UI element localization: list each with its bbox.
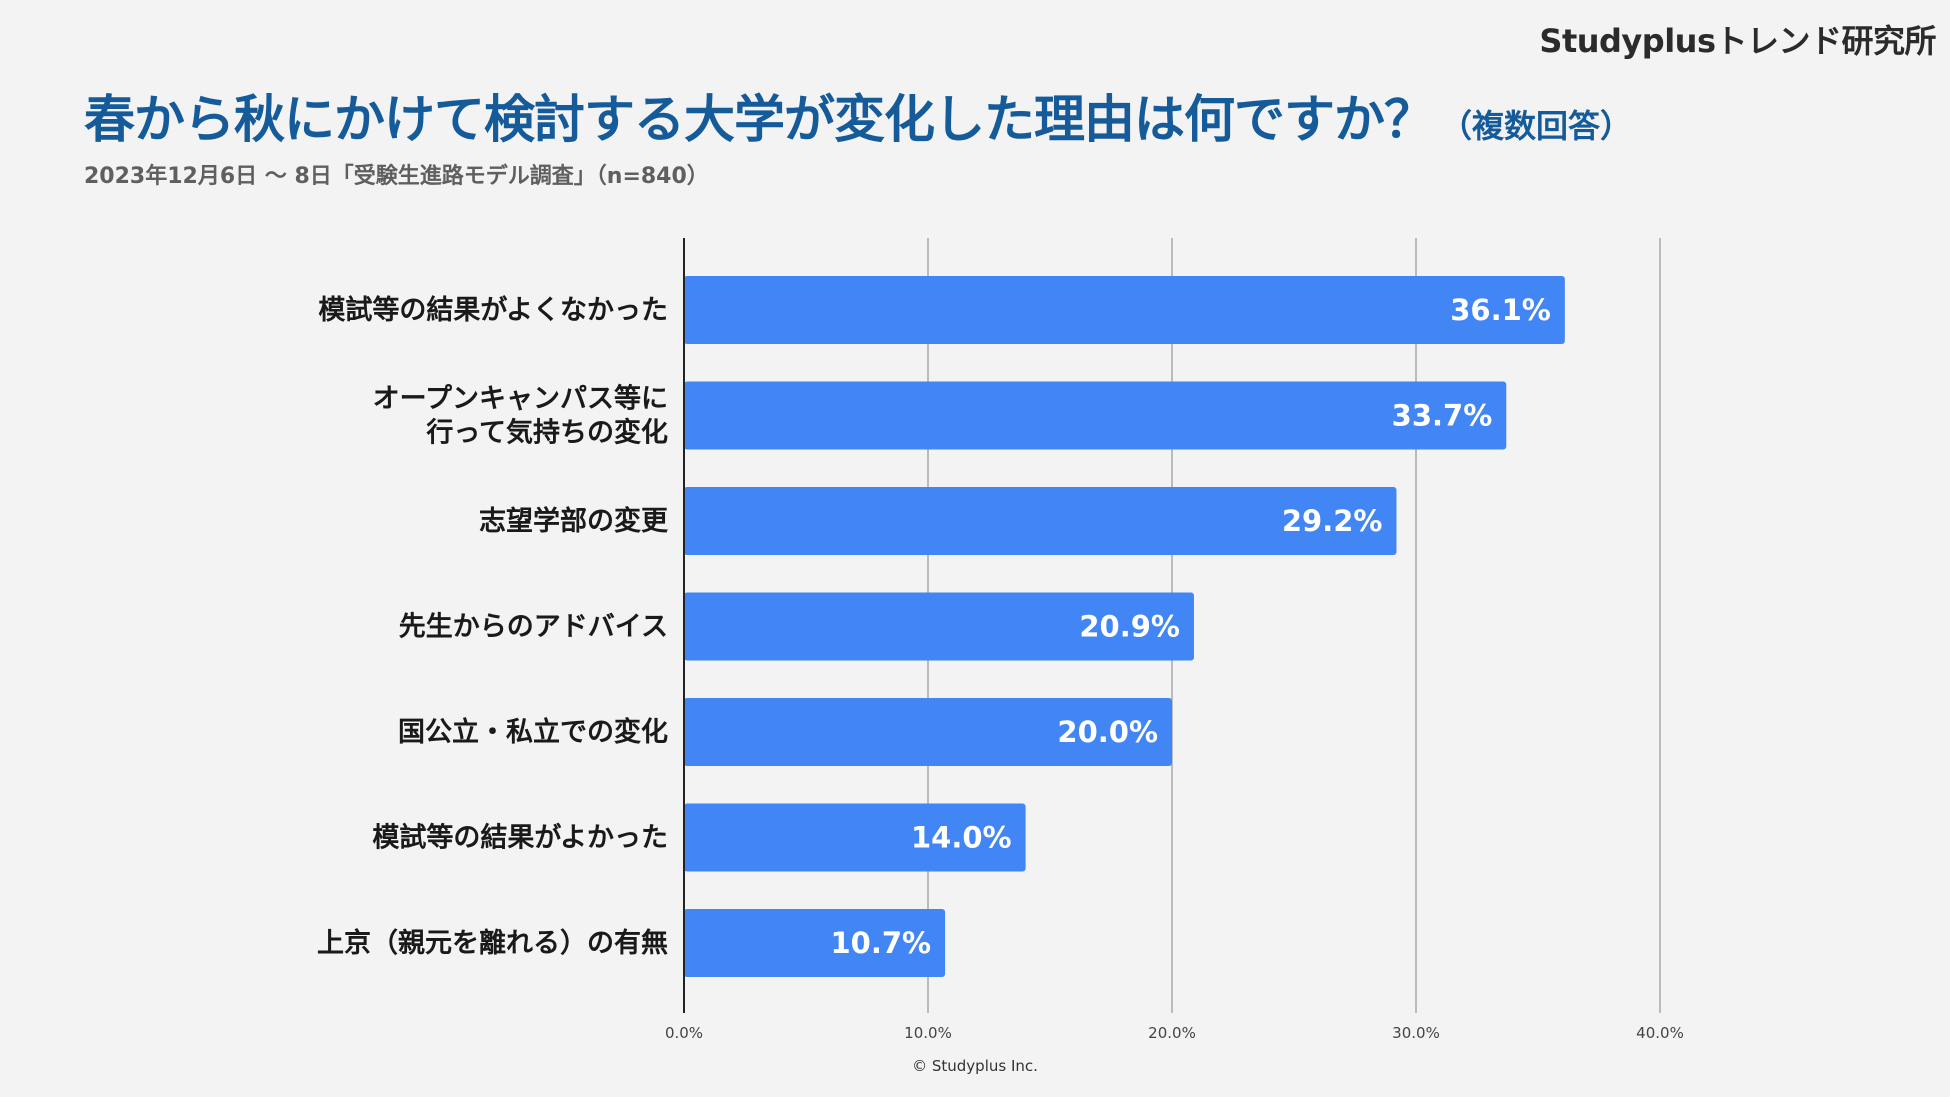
category-label: オープンキャンパス等に [373, 383, 668, 415]
bar [684, 592, 1194, 661]
value-label: 14.0% [911, 821, 1012, 855]
category-label: 模試等の結果がよくなかった [318, 294, 668, 326]
value-label: 29.2% [1282, 504, 1383, 538]
chart-title: 春から秋にかけて検討する大学が変化した理由は何ですか？ [84, 91, 1435, 150]
category-label: 模試等の結果がよかった [372, 822, 668, 854]
category-label: 先生からのアドバイス [399, 612, 668, 643]
bar [684, 276, 1565, 344]
tick-label: 30.0% [1392, 1024, 1440, 1042]
bars: 36.1% 33.7% 29.2% 20.9% 20.0% 14.0% 10.7% [684, 276, 1565, 977]
category-labels: 模試等の結果がよくなかったオープンキャンパス等に行って気持ちの変化志望学部の変更… [317, 294, 669, 959]
bar [684, 909, 946, 977]
copyright-notice: © Studyplus Inc. [912, 1057, 1038, 1075]
value-label: 10.7% [830, 926, 931, 960]
category-label: 行って気持ちの変化 [425, 417, 668, 449]
category-label: 国公立・私立での変化 [398, 716, 668, 748]
tick-labels: 0.0% 10.0% 20.0% 30.0% 40.0% [665, 1024, 1684, 1042]
survey-subtitle: 2023年12月6日 〜 8日「受験生進路モデル調査」（n=840） [84, 164, 709, 189]
bar [684, 381, 1507, 450]
tick-label: 20.0% [1148, 1024, 1196, 1042]
bar [684, 698, 1172, 766]
bar [684, 803, 1026, 872]
value-label: 20.0% [1057, 715, 1158, 749]
value-label: 20.9% [1079, 610, 1180, 644]
category-label: 志望学部の変更 [479, 505, 669, 537]
value-label: 33.7% [1392, 399, 1493, 433]
category-label: 上京（親元を離れる）の有無 [317, 927, 668, 959]
chart-title-note: （複数回答） [1440, 107, 1633, 145]
tick-label: 0.0% [665, 1024, 703, 1042]
value-label: 36.1% [1450, 293, 1551, 327]
brand-logo: Studyplusトレンド研究所 [1539, 22, 1936, 60]
tick-label: 40.0% [1636, 1024, 1684, 1042]
tick-label: 10.0% [904, 1024, 952, 1042]
bar [684, 487, 1397, 555]
chart-title-row: 春から秋にかけて検討する大学が変化した理由は何ですか？ （複数回答） [84, 78, 1632, 152]
